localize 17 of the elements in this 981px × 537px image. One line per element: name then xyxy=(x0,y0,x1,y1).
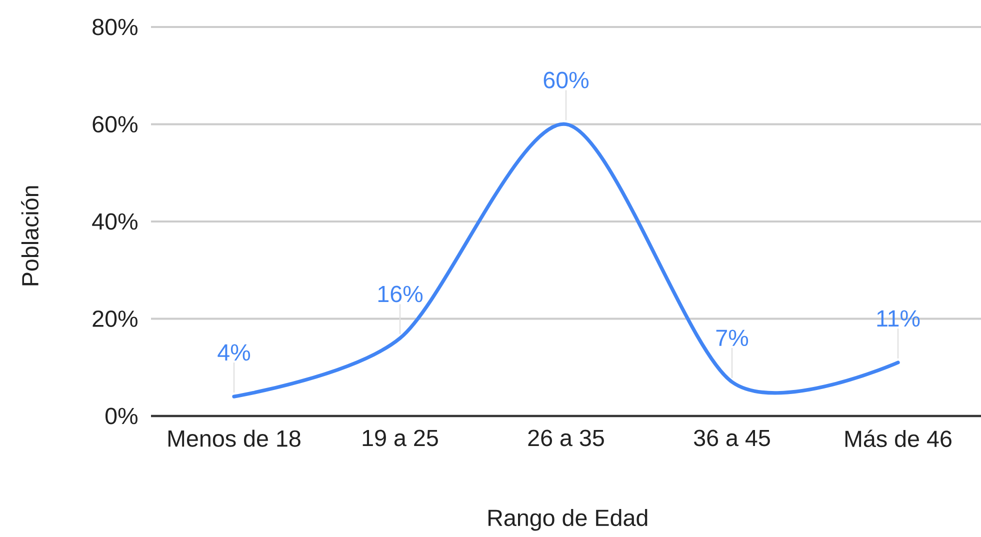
data-label: 60% xyxy=(544,72,589,88)
x-tick-label: Menos de 18 xyxy=(168,430,300,447)
data-label: 16% xyxy=(378,286,423,302)
x-tick-label: 36 a 45 xyxy=(694,430,770,446)
x-tick-label: Más de 46 xyxy=(845,430,952,448)
x-axis-title: Rango de Edad xyxy=(488,508,648,531)
y-tick-label: 40% xyxy=(92,213,138,230)
y-tick-label: 0% xyxy=(105,408,138,424)
x-tick-label: 26 a 35 xyxy=(528,430,604,446)
y-axis-title: Población xyxy=(21,186,39,286)
data-label: 4% xyxy=(218,344,250,361)
x-tick-label: 19 a 25 xyxy=(362,430,438,446)
y-tick-label: 20% xyxy=(92,310,138,328)
data-label: 11% xyxy=(877,310,920,327)
y-tick-label: 80% xyxy=(92,18,138,36)
data-label: 7% xyxy=(716,330,748,346)
y-tick-label: 60% xyxy=(92,116,138,133)
